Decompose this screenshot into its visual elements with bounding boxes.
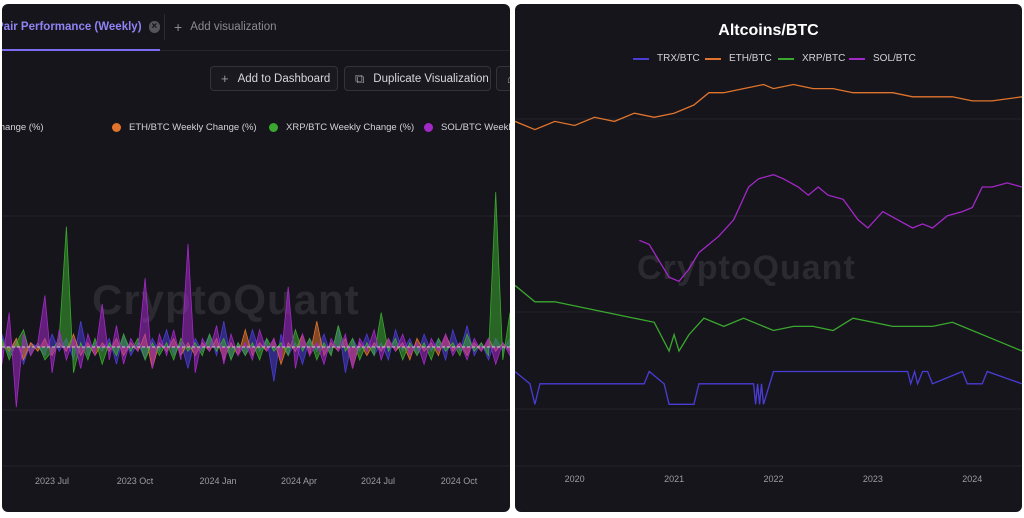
close-icon[interactable]: × (148, 21, 160, 33)
x-tick-label: 2022 (763, 474, 783, 484)
copy-icon: ⧉ (355, 70, 365, 86)
legend-label: SOL/BTC (873, 53, 916, 64)
plus-icon: + (221, 71, 229, 86)
tab-pair-performance[interactable]: Pair Performance (Weekly) × (2, 4, 160, 51)
legend-label: ETH/BTC Weekly Change (%) (129, 122, 257, 133)
left-area-chart: 2023 Jul 2023 Oct 2024 Jan 2024 Apr 2024 Jul… (2, 192, 510, 486)
legend-item-xrp[interactable]: XRP/BTC Weekly Change (%) (269, 122, 414, 133)
tab-bar: Pair Performance (Weekly) × + Add visual… (2, 4, 510, 51)
more-button[interactable]: ⌂ (496, 66, 510, 91)
x-tick-label: 2024 Apr (281, 476, 317, 486)
legend-item-eth[interactable]: ETH/BTC Weekly Change (%) (112, 122, 257, 133)
legend-swatch (849, 57, 865, 60)
watermark: CryptoQuant (92, 276, 360, 323)
line-series-3 (515, 284, 1022, 353)
legend-label: TRX/BTC (657, 53, 700, 64)
left-legend: TRX/BTC Weekly Change (%) ETH/BTC Weekly… (2, 122, 510, 138)
x-tick-label: 2023 Oct (117, 476, 154, 486)
duplicate-label: Duplicate Visualization (373, 72, 489, 85)
x-tick-label: 2024 Jan (199, 476, 236, 486)
x-tick-label: 2021 (664, 474, 684, 484)
add-visualization-label: Add visualization (190, 21, 277, 33)
x-tick-label: 2023 (863, 474, 883, 484)
legend-item-sol[interactable]: SOL/BTC Weekly Change (%) (424, 122, 510, 133)
legend-swatch (633, 57, 649, 60)
x-tick-label: 2024 Oct (441, 476, 478, 486)
legend-item-trx[interactable]: TRX/BTC (633, 53, 700, 64)
add-to-dashboard-label: Add to Dashboard (237, 72, 331, 85)
legend-swatch (778, 57, 794, 60)
chart-title: Altcoins/BTC (718, 22, 819, 39)
watermark: CryptoQuant (637, 249, 856, 287)
left-chart-panel: Pair Performance (Weekly) × + Add visual… (2, 4, 510, 512)
legend-label: XRP/BTC Weekly Change (%) (286, 122, 415, 133)
legend-dot (424, 123, 433, 132)
legend-item-xrp[interactable]: XRP/BTC (778, 53, 845, 64)
legend-label: ETH/BTC (729, 53, 772, 64)
line-series-4 (639, 174, 1022, 283)
tab-divider (164, 14, 165, 40)
legend-label: TRX/BTC Weekly Change (%) (2, 122, 44, 133)
legend-swatch (705, 57, 721, 60)
legend-item-eth[interactable]: ETH/BTC (705, 53, 772, 64)
legend-label: SOL/BTC Weekly Change (%) (441, 122, 510, 133)
x-tick-label: 2024 (962, 474, 982, 484)
legend-item-sol[interactable]: SOL/BTC (849, 53, 916, 64)
add-to-dashboard-button[interactable]: + Add to Dashboard (210, 66, 338, 91)
plus-icon: + (174, 19, 183, 35)
legend-item-trx[interactable]: TRX/BTC Weekly Change (%) (2, 122, 44, 133)
duplicate-visualization-button[interactable]: ⧉ Duplicate Visualization (344, 66, 491, 91)
legend-dot (112, 123, 121, 132)
area-series-4 (2, 243, 510, 408)
line-series-1 (515, 369, 1022, 405)
legend-label: XRP/BTC (802, 53, 846, 64)
right-chart-panel: Altcoins/BTC TRX/BTC ETH/BTC XRP/BTC SOL… (515, 4, 1022, 512)
add-visualization-tab[interactable]: + Add visualization (174, 4, 277, 50)
x-tick-label: 2024 Jul (361, 476, 395, 486)
line-series-2 (515, 83, 1022, 131)
right-line-chart: 2020 2021 2022 2023 2024 (515, 83, 1022, 484)
tab-label: Pair Performance (Weekly) (2, 21, 142, 33)
x-tick-label: 2023 Jul (35, 476, 69, 486)
legend-dot (269, 123, 278, 132)
x-tick-label: 2020 (565, 474, 585, 484)
active-tab-indicator (2, 49, 160, 51)
share-icon: ⌂ (507, 71, 510, 86)
